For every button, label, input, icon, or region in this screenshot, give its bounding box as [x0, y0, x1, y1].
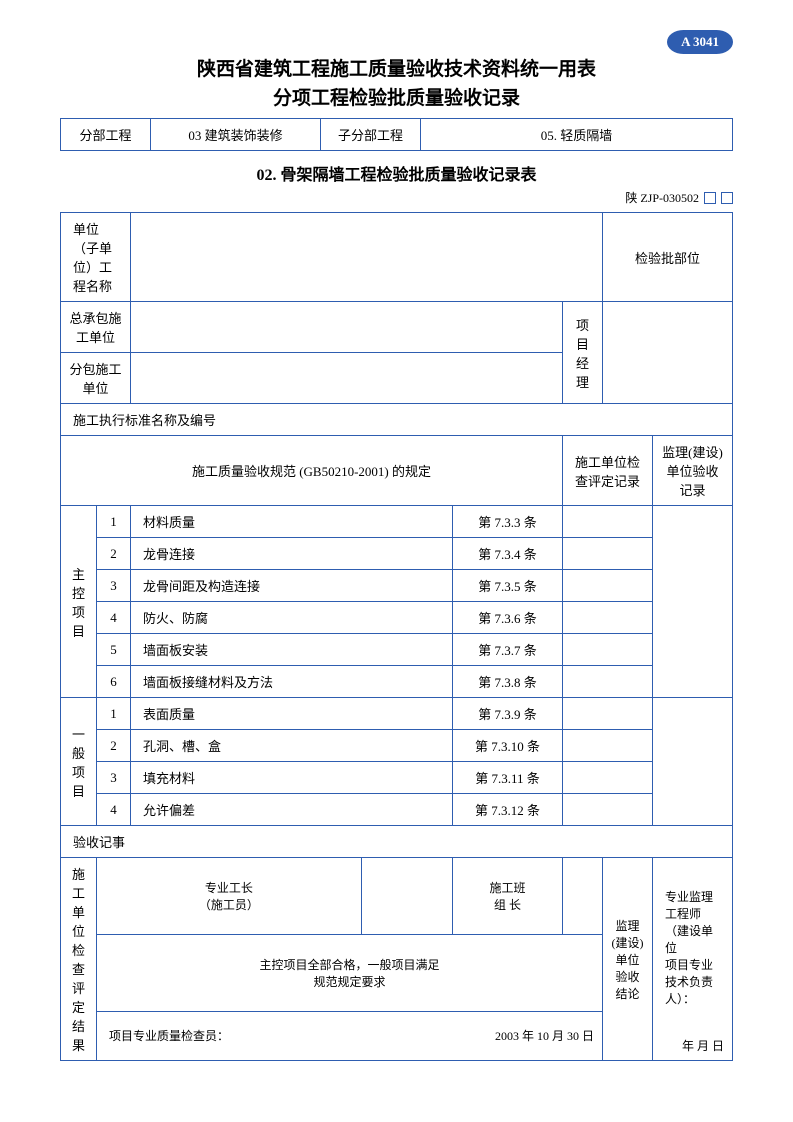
item-name: 龙骨间距及构造连接: [131, 570, 453, 602]
item-ref: 第 7.3.6 条: [453, 602, 563, 634]
item-num: 4: [97, 602, 131, 634]
item-check: [563, 762, 653, 794]
item-ref: 第 7.3.7 条: [453, 634, 563, 666]
unit-name-label: 单位（子单位）工程名称: [61, 213, 131, 302]
std-label: 施工执行标准名称及编号: [61, 404, 733, 436]
col-spec: 施工质量验收规范 (GB50210-2001) 的规定: [61, 436, 563, 506]
date-blank: 年 月 日: [665, 1037, 724, 1054]
foreman-label: 专业工长 （施工员）: [97, 858, 362, 935]
item-ref: 第 7.3.10 条: [453, 730, 563, 762]
item-num: 6: [97, 666, 131, 698]
item-num: 1: [97, 698, 131, 730]
batch-loc-label: 检验批部位: [603, 213, 733, 302]
group-label: 一般 项目: [61, 698, 97, 826]
engineer-cell: 专业监理工程师（建设单位 项目专业技术负责人）： 年 月 日: [653, 858, 733, 1061]
item-ref: 第 7.3.3 条: [453, 506, 563, 538]
teamleader-value: [563, 858, 603, 935]
hdr-c1: 分部工程: [61, 119, 151, 151]
unit-name-value: [131, 213, 603, 302]
item-check: [563, 506, 653, 538]
item-num: 2: [97, 538, 131, 570]
col-super: 监理(建设)单位验收记录: [653, 436, 733, 506]
engineer-text: 专业监理工程师（建设单位 项目专业技术负责人）：: [665, 888, 724, 1007]
item-name: 龙骨连接: [131, 538, 453, 570]
pm-label: 项目 经理: [563, 302, 603, 404]
hdr-c3: 子分部工程: [321, 119, 421, 151]
item-check: [563, 602, 653, 634]
form-code: 陕 ZJP-030502: [625, 191, 699, 205]
conclusion-label: 监理 (建设) 单位 验收 结论: [603, 858, 653, 1061]
item-name: 材料质量: [131, 506, 453, 538]
main-title-2: 分项工程检验批质量验收记录: [60, 83, 733, 110]
checkbox-2: [721, 192, 733, 204]
item-name: 填充材料: [131, 762, 453, 794]
checkbox-1: [704, 192, 716, 204]
item-check: [563, 570, 653, 602]
item-ref: 第 7.3.11 条: [453, 762, 563, 794]
form-badge: A 3041: [667, 30, 733, 54]
date-text: 2003 年 10 月 30 日: [453, 1011, 603, 1060]
item-num: 3: [97, 570, 131, 602]
item-num: 4: [97, 794, 131, 826]
group-label: 主控 项目: [61, 506, 97, 698]
item-check: [563, 634, 653, 666]
form-code-line: 陕 ZJP-030502: [60, 189, 733, 206]
item-check: [563, 794, 653, 826]
result-label: 施工 单位 检查 评定 结果: [61, 858, 97, 1061]
result-text: 主控项目全部合格，一般项目满足 规范规定要求: [97, 934, 603, 1011]
item-ref: 第 7.3.5 条: [453, 570, 563, 602]
sub-contractor-label: 分包施工单位: [61, 353, 131, 404]
hdr-c4: 05. 轻质隔墙: [421, 119, 733, 151]
pm-value: [603, 302, 733, 404]
item-name: 防火、防腐: [131, 602, 453, 634]
item-ref: 第 7.3.9 条: [453, 698, 563, 730]
main-table: 单位（子单位）工程名称 检验批部位 总承包施工单位 项目 经理 分包施工单位 施…: [60, 212, 733, 1061]
teamleader-label: 施工班 组 长: [453, 858, 563, 935]
item-check: [563, 538, 653, 570]
general-contractor-label: 总承包施工单位: [61, 302, 131, 353]
item-name: 墙面板安装: [131, 634, 453, 666]
item-check: [563, 666, 653, 698]
notes-label: 验收记事: [61, 826, 733, 858]
general-contractor-value: [131, 302, 563, 353]
item-name: 允许偏差: [131, 794, 453, 826]
col-check: 施工单位检查评定记录: [563, 436, 653, 506]
item-ref: 第 7.3.4 条: [453, 538, 563, 570]
item-name: 表面质量: [131, 698, 453, 730]
hdr-c2: 03 建筑装饰装修: [151, 119, 321, 151]
foreman-value: [361, 858, 452, 935]
item-ref: 第 7.3.8 条: [453, 666, 563, 698]
item-num: 3: [97, 762, 131, 794]
item-name: 孔洞、槽、盒: [131, 730, 453, 762]
item-num: 5: [97, 634, 131, 666]
header-table: 分部工程 03 建筑装饰装修 子分部工程 05. 轻质隔墙: [60, 118, 733, 151]
item-super: [653, 698, 733, 826]
inspector-label: 项目专业质量检查员：: [97, 1011, 453, 1060]
sub-contractor-value: [131, 353, 563, 404]
item-check: [563, 730, 653, 762]
item-num: 1: [97, 506, 131, 538]
item-name: 墙面板接缝材料及方法: [131, 666, 453, 698]
main-title-1: 陕西省建筑工程施工质量验收技术资料统一用表: [60, 54, 733, 81]
item-num: 2: [97, 730, 131, 762]
sub-title: 02. 骨架隔墙工程检验批质量验收记录表: [60, 161, 733, 185]
item-check: [563, 698, 653, 730]
item-super: [653, 506, 733, 698]
item-ref: 第 7.3.12 条: [453, 794, 563, 826]
